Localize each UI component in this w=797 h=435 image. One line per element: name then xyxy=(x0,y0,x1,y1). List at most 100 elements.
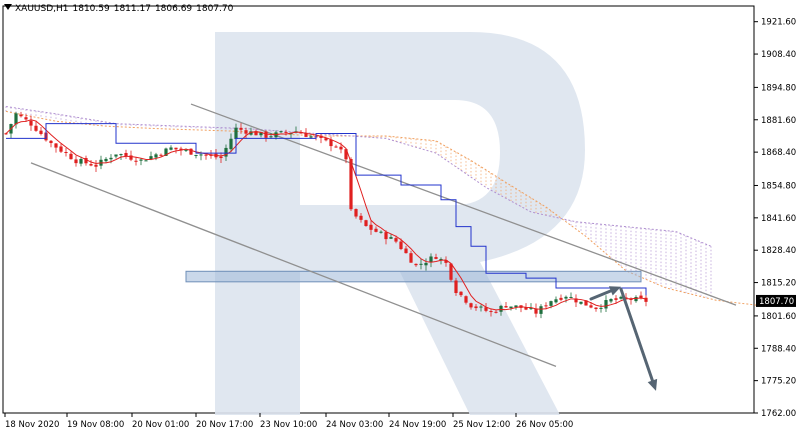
candle xyxy=(499,304,503,316)
candle xyxy=(449,262,453,282)
high-value: 1811.17 xyxy=(113,4,151,14)
candle xyxy=(59,143,63,153)
candle xyxy=(434,253,438,260)
candle xyxy=(599,304,603,313)
candle-body xyxy=(594,307,598,310)
candle-body xyxy=(604,300,608,309)
candle-body xyxy=(184,149,188,151)
candle-body xyxy=(89,164,93,166)
candle-body xyxy=(74,159,78,164)
candle xyxy=(94,160,98,172)
tenkan-sen-line xyxy=(5,119,647,311)
candle xyxy=(329,136,333,152)
price-tag-bg xyxy=(756,294,796,307)
candle-body xyxy=(419,263,423,265)
low-value: 1806.69 xyxy=(154,4,193,14)
forecast-arrow-up xyxy=(589,286,621,301)
x-tick-label: 18 Nov 2020 xyxy=(5,420,59,430)
candle xyxy=(34,120,38,132)
candle xyxy=(369,220,373,235)
candle xyxy=(444,256,448,267)
candle xyxy=(424,258,428,271)
candle xyxy=(14,111,18,129)
candle xyxy=(169,145,173,151)
candle xyxy=(49,140,53,148)
candle-body xyxy=(439,258,443,260)
candle xyxy=(374,226,378,233)
candle-body xyxy=(379,231,383,233)
candle xyxy=(129,150,133,162)
symbol-info-bar: XAUUSD,H1 1810.59 1811.17 1806.69 1807.70 xyxy=(4,4,237,14)
candle-body xyxy=(69,153,73,160)
candle-body xyxy=(509,306,513,309)
candle-body xyxy=(179,148,183,151)
candle-body xyxy=(304,132,308,137)
candle-body xyxy=(154,154,158,158)
candle-body xyxy=(559,297,563,300)
candle-body xyxy=(244,130,248,134)
candle-body xyxy=(529,308,533,310)
candle xyxy=(74,155,78,167)
candle-body xyxy=(334,146,338,148)
watermark-logo xyxy=(215,32,585,415)
candle-body xyxy=(464,296,468,303)
candle-body xyxy=(584,300,588,306)
candle-body xyxy=(629,299,633,301)
candle xyxy=(69,151,73,160)
candle xyxy=(644,294,648,307)
candle-body xyxy=(549,301,553,306)
candle xyxy=(389,234,393,240)
candle xyxy=(29,115,33,131)
arrow-shaft xyxy=(589,289,613,301)
candle-body xyxy=(409,253,413,263)
candle-body xyxy=(189,148,193,155)
candle xyxy=(544,302,548,310)
y-tick-label: 1788.40 xyxy=(761,344,796,354)
candle xyxy=(404,245,408,254)
candle xyxy=(39,127,43,136)
y-tick-label: 1841.60 xyxy=(761,214,796,224)
senkou-span-b-line xyxy=(5,106,712,247)
x-tick-label: 24 Nov 03:00 xyxy=(326,420,383,430)
candle xyxy=(9,123,13,139)
y-tick-label: 1881.60 xyxy=(761,116,796,126)
candle xyxy=(144,159,148,162)
candle-body xyxy=(139,159,143,161)
candle-body xyxy=(564,296,568,299)
candle-body xyxy=(569,296,573,298)
candle xyxy=(279,130,283,134)
open-value: 1810.59 xyxy=(72,4,110,14)
candle-body xyxy=(249,131,253,135)
candle xyxy=(439,257,443,265)
candle-body xyxy=(644,297,648,302)
candle-body xyxy=(124,152,128,157)
candle xyxy=(554,296,558,304)
candle-body xyxy=(499,305,503,312)
candle xyxy=(419,258,423,270)
arrow-head xyxy=(608,286,621,296)
candle xyxy=(324,137,328,142)
price-tag-label: 1807.70 xyxy=(759,297,794,307)
candle xyxy=(89,160,93,167)
candle xyxy=(634,295,638,303)
candle-body xyxy=(624,297,628,299)
candle-body xyxy=(539,306,543,314)
candle-body xyxy=(579,301,583,304)
candle-body xyxy=(359,215,363,220)
y-tick-label: 1801.60 xyxy=(761,312,796,322)
menu-triangle-icon[interactable] xyxy=(4,4,12,10)
candle xyxy=(179,146,183,156)
watermark-letter xyxy=(215,32,585,415)
senkou-span-a-line xyxy=(5,110,757,306)
candle xyxy=(379,230,383,234)
candle xyxy=(349,157,353,212)
candle xyxy=(239,123,243,134)
candle-body xyxy=(49,140,53,144)
candle-body xyxy=(134,160,138,162)
candle-body xyxy=(14,113,18,125)
plot-frame xyxy=(2,5,755,414)
candle-body xyxy=(229,138,233,150)
x-tick-label: 20 Nov 01:00 xyxy=(132,420,189,430)
x-tick-label: 20 Nov 17:00 xyxy=(196,420,253,430)
